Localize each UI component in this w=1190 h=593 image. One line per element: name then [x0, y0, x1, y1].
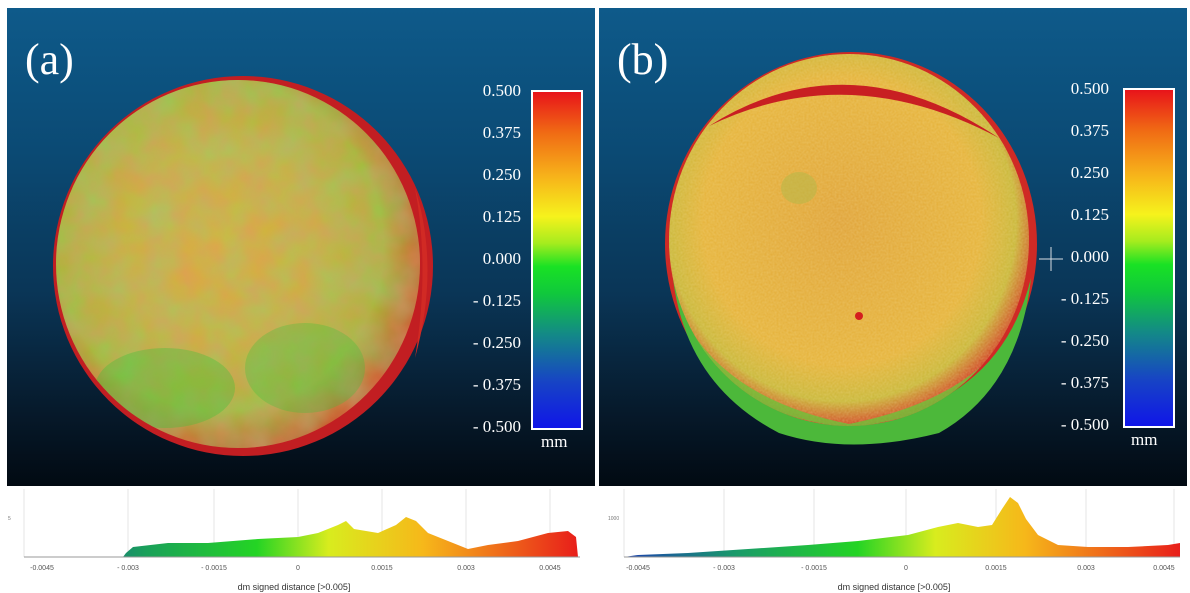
colorbar-tick: 0.125 [482, 207, 521, 226]
colorbar-unit-a: mm [541, 432, 568, 451]
colorbar-tick: 0.000 [482, 249, 521, 268]
histogram-x-tick: 0 [296, 565, 300, 572]
colorbar-a [531, 90, 583, 430]
colorbar-tick: - 0.375 [1060, 373, 1109, 392]
colorbar-tick: 0.000 [1070, 247, 1109, 266]
histogram-b: 1000 -0.0045 - 0.003 - 0.0015 0 0.0015 0… [608, 489, 1180, 592]
histogram-x-tick: 0.0015 [371, 565, 393, 572]
colorbar-tick: - 0.125 [1060, 289, 1109, 308]
histogram-y-tick: 5 [8, 516, 11, 522]
histogram-x-tick: 0 [904, 565, 908, 572]
colorbar-tick: 0.125 [1070, 205, 1109, 224]
colorbar-tick: 0.250 [482, 165, 521, 184]
histogram-xlabel-a: dm signed distance [>0.005] [237, 582, 351, 592]
deviation-map-disk-a [53, 76, 433, 456]
colorbar-tick: 0.500 [482, 81, 521, 100]
panel-label-a: (a) [25, 35, 74, 84]
crosshair-icon [1039, 247, 1063, 271]
histogram-x-tick: 0.003 [1077, 565, 1095, 572]
histogram-x-tick: 0.0045 [1153, 565, 1175, 572]
histogram-plot-b [623, 489, 1180, 558]
panel-b: (b) 0.500 0.375 [599, 8, 1187, 486]
colorbar-tick: - 0.375 [472, 375, 521, 394]
histogram-plot-a [23, 489, 580, 558]
panel-label-b: (b) [617, 35, 669, 84]
histogram-x-tick: - 0.0015 [201, 565, 227, 572]
colorbar-tick: 0.250 [1070, 163, 1109, 182]
histogram-x-tick: - 0.0015 [801, 565, 827, 572]
histogram-x-tick: -0.0045 [626, 565, 650, 572]
histogram-x-tick: 0.0045 [539, 565, 561, 572]
histogram-x-tick: - 0.003 [117, 565, 139, 572]
colorbar-unit-b: mm [1131, 430, 1158, 449]
colorbar-tick: 0.375 [1070, 121, 1109, 140]
colorbar-tick: 0.500 [1070, 79, 1109, 98]
histogram-x-tick: -0.0045 [30, 565, 54, 572]
colorbar-tick: - 0.500 [1060, 415, 1109, 434]
histogram-x-tick: - 0.003 [713, 565, 735, 572]
deviation-map-disk-b [665, 52, 1037, 445]
colorbar-tick: - 0.250 [472, 333, 521, 352]
histogram-x-tick: 0.0015 [985, 565, 1007, 572]
colorbar-tick: 0.375 [482, 123, 521, 142]
histogram-x-tick: 0.003 [457, 565, 475, 572]
colorbar-tick: - 0.500 [472, 417, 521, 436]
histogram-xlabel-b: dm signed distance [>0.005] [837, 582, 951, 592]
colorbar-tick: - 0.250 [1060, 331, 1109, 350]
colorbar-tick: - 0.125 [472, 291, 521, 310]
colorbar-b [1123, 88, 1175, 428]
histogram-a: 5 -0.0045 - 0.003 - 0.0015 0 0.0015 0.00… [8, 489, 580, 592]
panel-a: (a) 0.500 0.375 0.250 [7, 8, 595, 486]
histogram-y-tick: 1000 [608, 516, 620, 522]
